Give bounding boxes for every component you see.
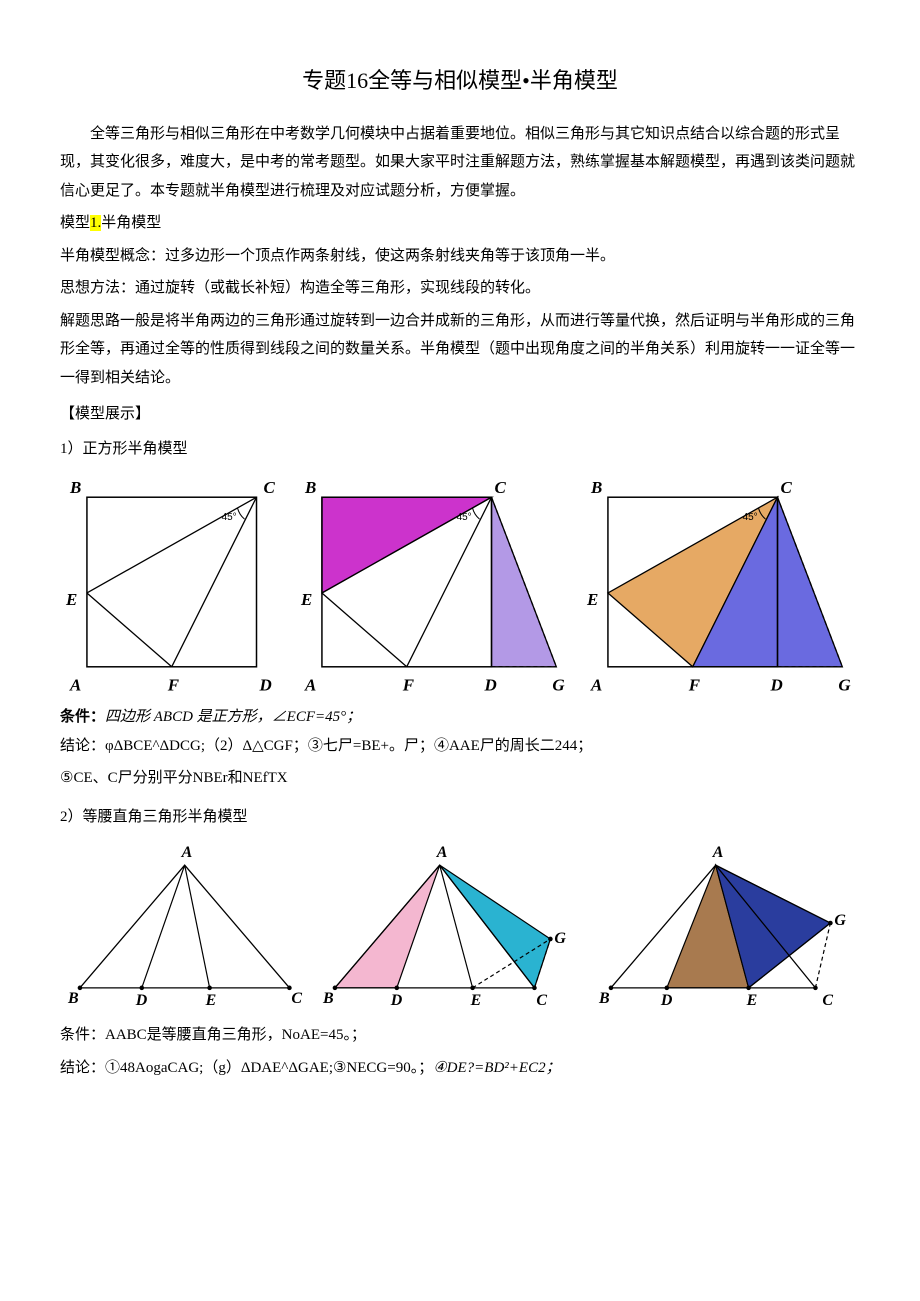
label-A4: A bbox=[181, 844, 193, 861]
condition-2: 条件：AABC是等腰直角三角形，NoAE=45。； bbox=[60, 1021, 860, 1050]
concept-line: 半角模型概念：过多边形一个顶点作两条射线，使这两条射线夹角等于该顶角一半。 bbox=[60, 242, 860, 271]
label-B5: B bbox=[322, 990, 334, 1007]
label-A5: A bbox=[436, 844, 448, 861]
label-C5: C bbox=[537, 992, 548, 1009]
label-B2: B bbox=[304, 479, 316, 498]
label-C3: C bbox=[780, 479, 792, 498]
tri-fig-1: A B D E C bbox=[60, 843, 309, 1013]
model-label-highlight: 1. bbox=[90, 215, 101, 231]
label-45: 45° bbox=[222, 512, 237, 523]
label-45-2: 45° bbox=[457, 512, 472, 523]
section1-title: 1）正方形半角模型 bbox=[60, 435, 860, 464]
label-A2: A bbox=[304, 676, 316, 695]
conclusion-2: 结论：①48AogaCAG;（g）ΔDAE^ΔGAE;③NECG=90。；④DE… bbox=[60, 1054, 860, 1083]
label-C6: C bbox=[822, 992, 833, 1009]
condition-1-label: 条件： bbox=[60, 709, 105, 725]
page-title: 专题16全等与相似模型•半角模型 bbox=[60, 60, 860, 102]
model-label-post: 半角模型 bbox=[101, 215, 161, 231]
label-C: C bbox=[263, 479, 275, 498]
method-line: 思想方法：通过旋转（或截长补短）构造全等三角形，实现线段的转化。 bbox=[60, 274, 860, 303]
condition-1-text: 四边形 ABCD 是正方形，∠ECF=45°； bbox=[105, 709, 361, 725]
label-B4: B bbox=[67, 990, 79, 1007]
tri-fig-2: A B D E C G bbox=[315, 843, 584, 1013]
label-45-3: 45° bbox=[742, 512, 757, 523]
label-E: E bbox=[65, 590, 77, 609]
label-D6: D bbox=[659, 992, 672, 1009]
label-C2: C bbox=[495, 479, 507, 498]
label-F3: F bbox=[687, 676, 700, 695]
conclusion-1b: ⑤CE、C尸分别平分NBEr和NEfTX bbox=[60, 764, 860, 793]
tri-fig-3: A B D E C G bbox=[591, 843, 860, 1013]
label-D5: D bbox=[390, 992, 403, 1009]
model-show-header: 【模型展示】 bbox=[60, 400, 860, 429]
condition-1: 条件：四边形 ABCD 是正方形，∠ECF=45°； bbox=[60, 703, 860, 732]
model-label-pre: 模型 bbox=[60, 215, 90, 231]
label-D3: D bbox=[769, 676, 782, 695]
label-A: A bbox=[69, 676, 81, 695]
square-fig-1: B C E A F D 45° bbox=[60, 475, 289, 695]
label-G6: G bbox=[834, 912, 846, 929]
label-A3: A bbox=[590, 676, 602, 695]
conclusion-2-pre: 结论：①48AogaCAG;（g）ΔDAE^ΔGAE;③NECG=90。； bbox=[60, 1060, 433, 1076]
label-E2: E bbox=[300, 590, 312, 609]
figure-row-1: B C E A F D 45° B C E A F D G bbox=[60, 475, 860, 695]
label-C4: C bbox=[291, 990, 302, 1007]
conclusion-1: 结论：φΔBCE^ΔDCG;（2）Δ△CGF；③七尸=BE+。尸；④AAE尸的周… bbox=[60, 732, 860, 761]
label-B6: B bbox=[598, 990, 610, 1007]
label-A6: A bbox=[711, 844, 723, 861]
label-G3: G bbox=[838, 676, 851, 695]
label-D: D bbox=[258, 676, 271, 695]
label-G2: G bbox=[553, 676, 566, 695]
label-B3: B bbox=[590, 479, 602, 498]
label-D4: D bbox=[135, 992, 148, 1009]
square-fig-2: B C E A F D G 45° bbox=[295, 475, 574, 695]
model-label: 模型1.半角模型 bbox=[60, 209, 860, 238]
intro-paragraph: 全等三角形与相似三角形在中考数学几何模块中占据着重要地位。相似三角形与其它知识点… bbox=[60, 120, 860, 206]
square-fig-3: B C E A F D G 45° bbox=[581, 475, 860, 695]
label-B: B bbox=[69, 479, 81, 498]
label-E3: E bbox=[586, 590, 598, 609]
label-G5: G bbox=[555, 930, 567, 947]
figure-row-2: A B D E C A B D E C G bbox=[60, 843, 860, 1013]
label-E4: E bbox=[205, 992, 217, 1009]
conclusion-2-italic: ④DE?=BD²+EC2； bbox=[433, 1060, 560, 1076]
label-D2: D bbox=[484, 676, 497, 695]
label-E5: E bbox=[470, 992, 482, 1009]
label-E6: E bbox=[745, 992, 757, 1009]
section2-title: 2）等腰直角三角形半角模型 bbox=[60, 803, 860, 832]
label-F: F bbox=[167, 676, 180, 695]
explain-line: 解题思路一般是将半角两边的三角形通过旋转到一边合并成新的三角形，从而进行等量代换… bbox=[60, 307, 860, 393]
label-F2: F bbox=[402, 676, 415, 695]
